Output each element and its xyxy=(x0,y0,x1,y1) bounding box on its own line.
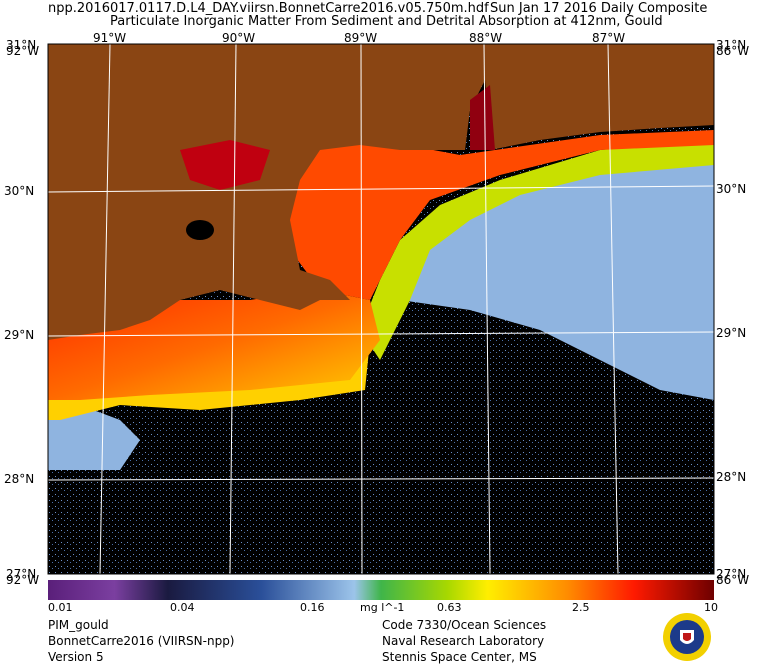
lat-tick-label-left: 28°N xyxy=(4,472,35,486)
colorbar-label: 0.04 xyxy=(170,601,195,614)
seal-emblem xyxy=(683,633,691,641)
colorbar-label: 2.5 xyxy=(572,601,590,614)
inland-lake xyxy=(186,220,214,240)
graticule xyxy=(47,43,715,575)
file-name-title: npp.2016017.0117.D.L4_DAY.viirsn.BonnetC… xyxy=(48,1,489,16)
map-frame xyxy=(47,43,715,575)
org-code: Code 7330/Ocean Sciences xyxy=(382,618,547,632)
colorbar-label: 0.63 xyxy=(437,601,462,614)
sediment-plume-east xyxy=(280,130,714,300)
corner-lon-top-right: 86°W xyxy=(716,44,750,58)
lon-tick-label: 91°W xyxy=(93,31,127,45)
offshore-water-west xyxy=(48,400,140,470)
org-name: Naval Research Laboratory xyxy=(382,634,545,648)
lon-tick-label: 90°W xyxy=(222,31,256,45)
colorbar-label: 10 xyxy=(704,601,718,614)
corner-lon-top-left: 92°W xyxy=(6,44,40,58)
version-label: Version 5 xyxy=(48,650,104,664)
dataset-name: BonnetCarre2016 (VIIRSN-npp) xyxy=(48,634,235,648)
product-name: PIM_gould xyxy=(48,618,109,632)
colorbar-label: 0.01 xyxy=(48,601,73,614)
lat-tick-label-right: 30°N xyxy=(716,182,747,196)
colorbar-gradient xyxy=(48,580,714,600)
lat-tick-label-right: 29°N xyxy=(716,326,747,340)
lon-tick-label: 89°W xyxy=(344,31,378,45)
corner-lat-top-left: 31°N xyxy=(6,38,37,52)
org-location: Stennis Space Center, MS xyxy=(382,650,537,664)
lon-tick-label: 88°W xyxy=(469,31,503,45)
lat-tick-label-left: 29°N xyxy=(4,328,35,342)
colorbar-label: 0.16 xyxy=(300,601,325,614)
corner-lon-bottom-right: 86°W xyxy=(716,573,750,587)
lon-tick-label: 87°W xyxy=(592,31,626,45)
offshore-water-east xyxy=(400,160,714,400)
colorbar xyxy=(48,580,714,600)
corner-lat-top-right: 31°N xyxy=(716,38,747,52)
colorbar-unit: mg l^-1 xyxy=(360,601,405,614)
land-area xyxy=(48,44,714,340)
product-subtitle: Particulate Inorganic Matter From Sedime… xyxy=(110,14,663,29)
corner-lat-bottom-right: 27°N xyxy=(716,567,747,581)
mobile-bay xyxy=(470,85,495,150)
turbid-band xyxy=(360,140,714,360)
corner-lon-bottom-left: 92°W xyxy=(6,573,40,587)
corner-lat-bottom-left: 27°N xyxy=(6,567,37,581)
nrl-seal-logo xyxy=(663,613,711,661)
lat-tick-label-left: 30°N xyxy=(4,184,35,198)
date-title: Sun Jan 17 2016 Daily Composite xyxy=(490,1,708,16)
lat-tick-label-right: 28°N xyxy=(716,470,747,484)
lake-pontchartrain xyxy=(180,140,270,190)
satellite-map xyxy=(47,43,715,575)
